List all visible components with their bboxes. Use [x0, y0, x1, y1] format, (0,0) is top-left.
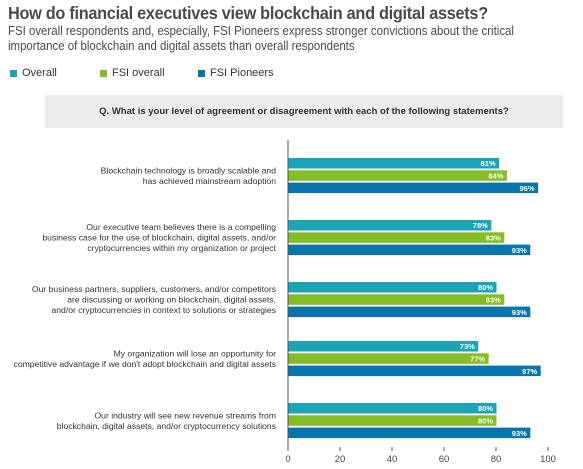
data-label-overall: 80%: [478, 404, 493, 413]
data-label-overall: 78%: [473, 221, 488, 230]
bar-fsi-overall: [288, 415, 497, 426]
bar-overall: [288, 403, 497, 414]
category-label-line: Blockchain technology is broadly scalabl…: [101, 165, 277, 175]
legend-label-fsi-pioneers: FSI Pioneers: [210, 67, 274, 79]
category-label-line: My organization will lose an opportunity…: [114, 348, 277, 358]
category-label-line: business case for the use of blockchain,…: [42, 233, 276, 243]
data-label-fsi-pioneers: 93%: [512, 246, 527, 255]
bar-overall: [288, 220, 492, 231]
data-label-overall: 81%: [481, 159, 496, 168]
category-label-line: competitive advantage if we don't adopt …: [14, 359, 276, 369]
category-label: My organization will lose an opportunity…: [14, 348, 277, 369]
category-label: Our business partners, suppliers, custom…: [32, 284, 276, 315]
bar-fsi-pioneers: [288, 365, 541, 377]
category-label-line: and/or cryptocurrencies in context to so…: [51, 305, 276, 315]
data-label-overall: 73%: [460, 342, 475, 351]
data-label-fsi-overall: 84%: [488, 172, 503, 181]
legend-item-overall: Overall: [10, 67, 57, 79]
bar-fsi-pioneers: [288, 427, 531, 439]
chart-title: How do financial executives view blockch…: [8, 3, 488, 23]
data-label-fsi-pioneers: 93%: [512, 308, 527, 317]
data-label-fsi-overall: 80%: [478, 417, 493, 426]
x-tick-label: 100: [540, 454, 556, 465]
bar-fsi-pioneers: [288, 244, 531, 256]
legend-swatch-fsi-pioneers: [198, 69, 205, 77]
x-tick-label: 0: [285, 454, 290, 465]
question-banner: Q. What is your level of agreement or di…: [45, 95, 563, 128]
category-label-line: Our business partners, suppliers, custom…: [32, 284, 276, 294]
bar-fsi-overall: [288, 294, 505, 305]
x-tick-label: 80: [491, 454, 502, 465]
data-label-fsi-pioneers: 97%: [522, 367, 537, 376]
data-label-fsi-overall: 83%: [486, 234, 501, 243]
data-label-fsi-pioneers: 93%: [512, 429, 527, 438]
category-label-line: are discussing or working on blockchain,…: [67, 295, 276, 305]
category-label: Blockchain technology is broadly scalabl…: [101, 165, 277, 186]
bar-overall: [288, 282, 497, 293]
bar-fsi-overall: [288, 232, 505, 243]
legend-swatch-fsi-overall: [100, 69, 107, 77]
legend-swatch-overall: [10, 69, 17, 77]
category-label-line: cryptocurrencies within my organization …: [87, 243, 276, 253]
category-label: Our industry will see new revenue stream…: [57, 410, 276, 431]
data-label-overall: 80%: [478, 283, 493, 292]
data-label-fsi-pioneers: 96%: [520, 184, 535, 193]
category-label-line: Our executive team believes there is a c…: [86, 222, 276, 232]
category-label-line: blockchain, digital assets, and/or crypt…: [57, 421, 276, 431]
x-tick-label: 40: [387, 454, 398, 465]
bar-fsi-pioneers: [288, 306, 531, 318]
bar-fsi-overall: [288, 170, 507, 181]
legend-item-fsi-overall: FSI overall: [100, 67, 165, 79]
category-label: Our executive team believes there is a c…: [42, 222, 276, 253]
legend-label-fsi-overall: FSI overall: [112, 67, 165, 79]
bar-fsi-overall: [288, 353, 489, 364]
x-tick-label: 20: [335, 454, 346, 465]
bar-overall: [288, 158, 500, 169]
chart-subtitle: FSI overall respondents and, especially,…: [8, 23, 514, 53]
category-label-line: has achieved mainstream adoption: [143, 176, 277, 186]
data-label-fsi-overall: 77%: [470, 355, 485, 364]
x-tick-label: 60: [439, 454, 450, 465]
legend-label-overall: Overall: [22, 67, 57, 79]
bar-fsi-pioneers: [288, 182, 539, 194]
data-label-fsi-overall: 83%: [486, 296, 501, 305]
bar-overall: [288, 341, 479, 352]
legend-item-fsi-pioneers: FSI Pioneers: [198, 67, 274, 79]
category-label-line: Our industry will see new revenue stream…: [95, 410, 277, 420]
